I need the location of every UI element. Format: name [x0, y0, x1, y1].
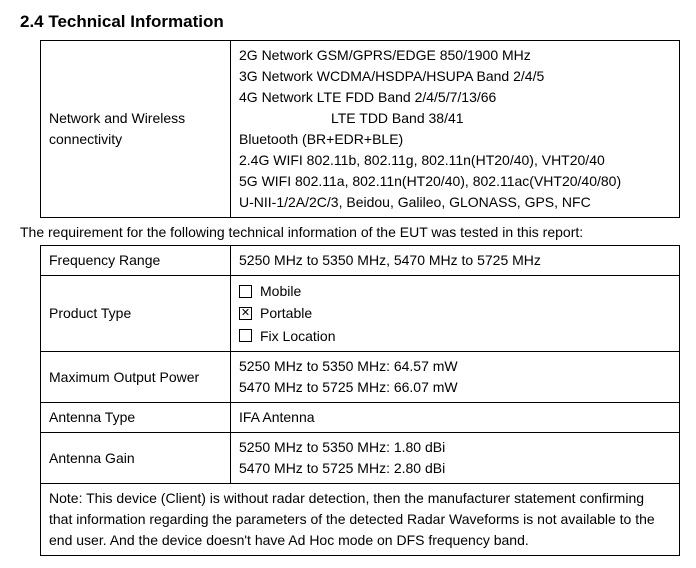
row-label-antenna-gain: Antenna Gain — [41, 433, 231, 484]
row-label-max-power: Maximum Output Power — [41, 352, 231, 403]
section-heading: 2.4 Technical Information — [20, 12, 676, 32]
table-row: Network and Wireless connectivity 2G Net… — [41, 41, 680, 218]
row-label-product-type: Product Type — [41, 276, 231, 352]
text-line: 2G Network GSM/GPRS/EDGE 850/1900 MHz — [239, 45, 671, 66]
intertext: The requirement for the following techni… — [20, 222, 676, 243]
text-line: 5250 MHz to 5350 MHz: 1.80 dBi — [239, 437, 671, 458]
checkbox-icon: ✕ — [239, 307, 252, 320]
row-value-antenna-type: IFA Antenna — [231, 403, 680, 433]
option-fix-location: Fix Location — [239, 325, 671, 347]
checkbox-icon — [239, 329, 252, 342]
table-row: Antenna Type IFA Antenna — [41, 403, 680, 433]
row-value-network: 2G Network GSM/GPRS/EDGE 850/1900 MHz 3G… — [231, 41, 680, 218]
row-label-antenna-type: Antenna Type — [41, 403, 231, 433]
text-line: 2.4G WIFI 802.11b, 802.11g, 802.11n(HT20… — [239, 150, 671, 171]
option-label: Portable — [260, 302, 312, 324]
text-line: 5470 MHz to 5725 MHz: 2.80 dBi — [239, 458, 671, 479]
table-row: Frequency Range 5250 MHz to 5350 MHz, 54… — [41, 246, 680, 276]
text-line: U-NII-1/2A/2C/3, Beidou, Galileo, GLONAS… — [239, 192, 671, 213]
option-portable: ✕ Portable — [239, 302, 671, 324]
text-line: 5470 MHz to 5725 MHz: 66.07 mW — [239, 377, 671, 398]
text-line: 5250 MHz to 5350 MHz: 64.57 mW — [239, 356, 671, 377]
option-mobile: Mobile — [239, 280, 671, 302]
option-label: Mobile — [260, 280, 301, 302]
row-value-max-power: 5250 MHz to 5350 MHz: 64.57 mW 5470 MHz … — [231, 352, 680, 403]
text-line: Bluetooth (BR+EDR+BLE) — [239, 129, 671, 150]
table-row-note: Note: This device (Client) is without ra… — [41, 484, 680, 556]
text-line: 3G Network WCDMA/HSDPA/HSUPA Band 2/4/5 — [239, 66, 671, 87]
note-text: Note: This device (Client) is without ra… — [41, 484, 680, 556]
row-label-network: Network and Wireless connectivity — [41, 41, 231, 218]
network-connectivity-table: Network and Wireless connectivity 2G Net… — [40, 40, 680, 218]
table-row: Product Type Mobile ✕ Portable Fix Locat… — [41, 276, 680, 352]
row-value-freq-range: 5250 MHz to 5350 MHz, 5470 MHz to 5725 M… — [231, 246, 680, 276]
table-row: Antenna Gain 5250 MHz to 5350 MHz: 1.80 … — [41, 433, 680, 484]
table-row: Maximum Output Power 5250 MHz to 5350 MH… — [41, 352, 680, 403]
text-line: LTE TDD Band 38/41 — [239, 108, 671, 129]
technical-info-table: Frequency Range 5250 MHz to 5350 MHz, 54… — [40, 245, 680, 556]
option-label: Fix Location — [260, 325, 335, 347]
text-line: 4G Network LTE FDD Band 2/4/5/7/13/66 — [239, 87, 671, 108]
text-line: 5G WIFI 802.11a, 802.11n(HT20/40), 802.1… — [239, 171, 671, 192]
row-label-freq-range: Frequency Range — [41, 246, 231, 276]
row-value-antenna-gain: 5250 MHz to 5350 MHz: 1.80 dBi 5470 MHz … — [231, 433, 680, 484]
checkbox-icon — [239, 285, 252, 298]
row-value-product-type: Mobile ✕ Portable Fix Location — [231, 276, 680, 352]
